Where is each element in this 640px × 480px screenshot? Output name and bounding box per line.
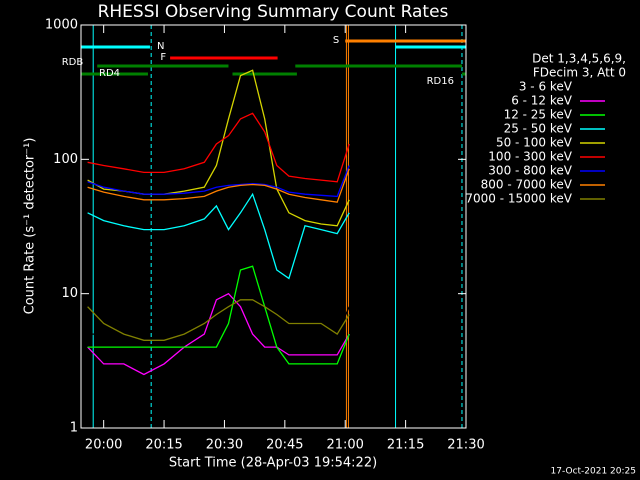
- series-line: [87, 192, 350, 280]
- footer: 17-Oct-2021 20:25: [551, 467, 636, 477]
- series-line: [87, 165, 350, 198]
- legend-label: 3 - 6 keV: [519, 80, 573, 94]
- y-tick-label: 1000: [45, 18, 78, 33]
- legend-label: 50 - 100 keV: [496, 136, 573, 150]
- x-tick-label: 20:00: [85, 438, 122, 453]
- series-line: [87, 112, 350, 183]
- legend-label: 7000 - 15000 keV: [465, 192, 572, 206]
- x-tick-label: 20:30: [206, 438, 243, 453]
- x-tick-label: 21:30: [447, 438, 484, 453]
- plot-frame: [80, 24, 467, 429]
- series-line: [87, 299, 350, 341]
- legend-label: 800 - 7000 keV: [481, 178, 573, 192]
- flag-label: F: [160, 52, 166, 63]
- series-line: [87, 292, 350, 376]
- x-tick-label: 20:15: [145, 438, 182, 453]
- flag-label: N: [157, 41, 164, 52]
- series-line: [87, 273, 350, 335]
- x-tick-label: 20:45: [266, 438, 303, 453]
- legend-label: 6 - 12 keV: [511, 94, 573, 108]
- legend-label: 100 - 300 keV: [488, 150, 572, 164]
- legend-label: 12 - 25 keV: [504, 108, 573, 122]
- series-line: [87, 265, 350, 365]
- flag-label: RD4: [99, 68, 120, 79]
- legend-header: FDecim 3, Att 0: [533, 66, 626, 80]
- x-axis-label: Start Time (28-Apr-03 19:54:22): [169, 456, 377, 471]
- flag-label: S: [333, 35, 339, 46]
- flag-label: RD16: [427, 76, 454, 87]
- y-tick-label: 1: [70, 421, 78, 436]
- chart-title: RHESSI Observing Summary Count Rates: [98, 2, 449, 22]
- y-tick-label: 10: [61, 286, 78, 301]
- legend-label: 25 - 50 keV: [504, 122, 573, 136]
- legend-label: 300 - 800 keV: [488, 164, 572, 178]
- series-line: [87, 168, 350, 203]
- legend-header: Det 1,3,4,5,6,9,: [532, 52, 626, 66]
- y-tick-label: 100: [53, 152, 78, 167]
- x-tick-label: 21:15: [387, 438, 424, 453]
- y-axis-label: Count Rate (s⁻¹ detector⁻¹): [23, 138, 38, 315]
- x-tick-label: 21:00: [326, 438, 363, 453]
- flag-label: RDB: [62, 57, 84, 68]
